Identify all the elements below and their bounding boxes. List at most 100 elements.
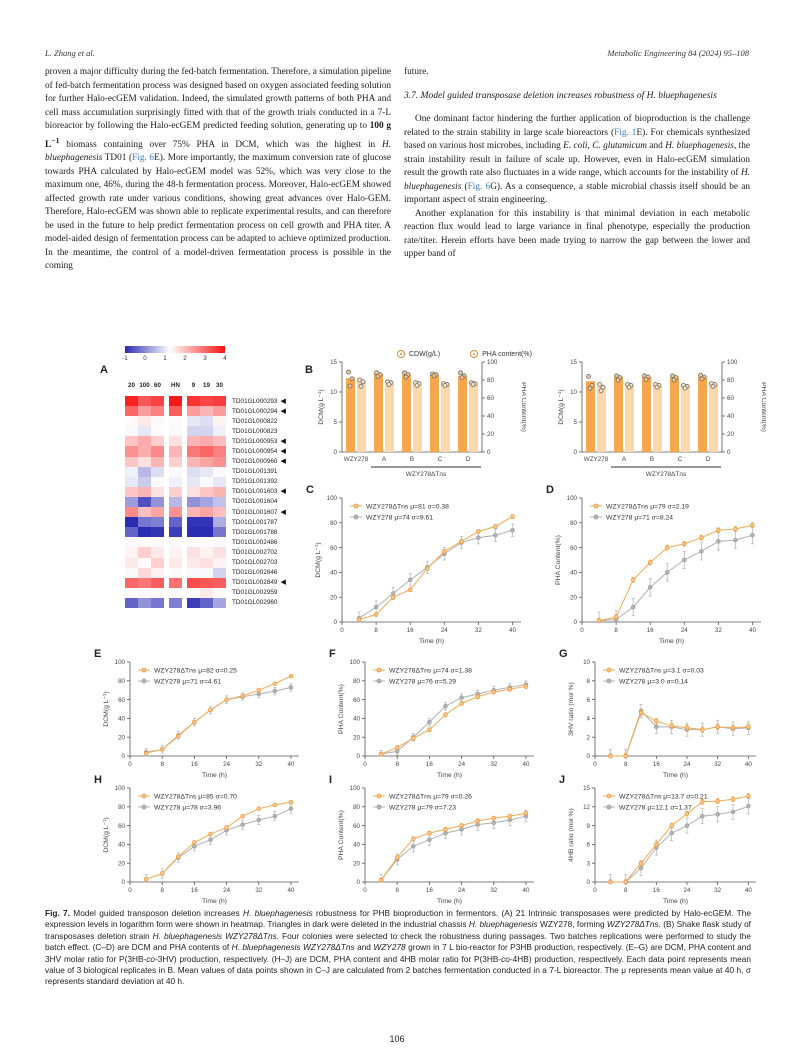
heatmap-cell — [138, 446, 151, 457]
svg-text:8: 8 — [374, 627, 378, 634]
legend-item-cdw: CDW(g/L) — [397, 350, 440, 358]
heatmap-column-header: 9 — [191, 382, 196, 389]
svg-text:20: 20 — [353, 734, 360, 741]
panel-label-d: D — [546, 484, 554, 496]
heatmap-cell — [151, 587, 164, 598]
svg-text:0: 0 — [580, 627, 584, 634]
citation-link[interactable]: Fig. 1 — [614, 127, 637, 138]
gene-label: TD01GL002959 — [232, 589, 278, 597]
svg-text:80: 80 — [353, 678, 360, 685]
heatmap-cell — [200, 597, 213, 608]
svg-text:0: 0 — [357, 753, 361, 760]
citation-link[interactable]: Fig. 6 — [467, 181, 491, 192]
heatmap-cell — [200, 567, 213, 578]
heatmap-row: TD01GL002960 — [125, 597, 286, 608]
text-run: Fig. 7. — [45, 908, 70, 918]
heatmap-row: TD01GL002849 ◀ — [125, 577, 286, 588]
heatmap-cell — [187, 547, 200, 558]
heatmap-cell — [200, 557, 213, 568]
text-run: WZY278 — [373, 942, 406, 953]
svg-text:20: 20 — [487, 431, 494, 438]
svg-text:40: 40 — [749, 627, 756, 634]
svg-text:16: 16 — [426, 761, 433, 768]
colorbar-tick: 3 — [203, 355, 207, 362]
text-run: Another explanation for this instability… — [404, 208, 750, 260]
citation-link[interactable]: Fig. 6 — [132, 153, 155, 164]
gene-label: TD01GL000294 — [232, 407, 278, 415]
heatmap-cell — [213, 587, 226, 598]
svg-text:0: 0 — [587, 879, 591, 886]
svg-text:PHA Content(%): PHA Content(%) — [338, 810, 345, 860]
svg-text:15: 15 — [583, 785, 590, 792]
svg-text:40: 40 — [288, 887, 295, 894]
svg-text:15: 15 — [330, 359, 337, 366]
gene-label: TD01GL001392 — [232, 478, 278, 486]
svg-text:60: 60 — [353, 823, 360, 830]
svg-text:WZY278ΔTns μ=74 σ=1.38: WZY278ΔTns μ=74 σ=1.38 — [389, 667, 472, 674]
text-run: grown in 7 L bio-reactor for P3HB produc… — [45, 942, 752, 964]
heatmap-cell — [187, 466, 200, 477]
deleted-marker-icon: ◀ — [280, 397, 286, 405]
text-run: One dominant factor hindering the furthe… — [404, 114, 750, 138]
heatmap-cell — [151, 456, 164, 467]
text-run: E). More importantly, the maximum conver… — [45, 153, 391, 272]
panel-b-legend: CDW(g/L) PHA content(%) — [397, 350, 532, 358]
svg-text:24: 24 — [223, 761, 230, 768]
text-run: G). As a consequence, a stable microbial… — [404, 181, 750, 206]
svg-text:100: 100 — [350, 785, 361, 792]
heatmap-cell — [138, 527, 151, 538]
text-run: 100 g L — [45, 121, 391, 150]
heatmap-cell — [169, 537, 182, 548]
pha-marker-icon — [470, 350, 479, 358]
panel-label-b: B — [305, 364, 313, 376]
heatmap-cell — [169, 547, 182, 558]
svg-text:WZY278ΔTns: WZY278ΔTns — [646, 471, 687, 478]
heatmap-cell — [138, 476, 151, 487]
svg-text:24: 24 — [223, 887, 230, 894]
text-column-right: future. 3.7. Model guided transposase del… — [404, 66, 750, 262]
heatmap-cell — [169, 597, 182, 608]
svg-text:WZY278ΔTns μ=81 σ=0.38: WZY278ΔTns μ=81 σ=0.38 — [366, 503, 449, 510]
svg-text:24: 24 — [681, 627, 688, 634]
heatmap-cell — [200, 406, 213, 417]
heatmap-column-header: 100 — [139, 382, 150, 389]
colorbar-tick: 0 — [143, 355, 147, 362]
svg-text:24: 24 — [458, 887, 465, 894]
svg-text:20: 20 — [727, 431, 734, 438]
heatmap-cell — [187, 456, 200, 467]
svg-text:PHA Content(%): PHA Content(%) — [760, 382, 766, 432]
panel-label-f: F — [329, 648, 336, 660]
heatmap-row: TD01GL002486 — [125, 537, 286, 548]
heatmap-cell — [200, 426, 213, 437]
svg-text:WZY278ΔTns μ=85 σ=0.70: WZY278ΔTns μ=85 σ=0.70 — [154, 793, 237, 800]
heatmap-cell — [151, 476, 164, 487]
heatmap-cell — [138, 537, 151, 548]
heatmap-cell — [169, 486, 182, 497]
svg-text:60: 60 — [570, 545, 577, 552]
section-heading: 3.7. Model guided transposase deletion i… — [404, 90, 750, 104]
svg-text:80: 80 — [118, 678, 125, 685]
svg-text:DCM(g L⁻¹): DCM(g L⁻¹) — [103, 691, 110, 726]
heatmap-cell — [138, 436, 151, 447]
svg-text:WZY278 μ=74 σ=9.61: WZY278 μ=74 σ=9.61 — [366, 514, 433, 521]
heatmap-cell — [125, 527, 138, 538]
gene-label: TD01GL001604 — [232, 498, 278, 506]
gene-label: TD01GL001788 — [232, 528, 278, 536]
svg-text:WZY278: WZY278 — [344, 456, 369, 463]
line-chart-i: 0 20 40 60 80 100 0 8 16 24 32 40 Time (h) PHA Conten… — [338, 785, 534, 905]
legend-item-pha: PHA content(%) — [470, 350, 532, 358]
heatmap-cell — [151, 517, 164, 528]
svg-text:40: 40 — [288, 761, 295, 768]
svg-text:0: 0 — [128, 761, 132, 768]
heatmap-cell — [187, 527, 200, 538]
svg-text:20: 20 — [330, 594, 337, 601]
heatmap-cell — [169, 496, 182, 508]
svg-text:PHA Content(%): PHA Content(%) — [520, 382, 526, 432]
heatmap-cell — [125, 456, 138, 467]
text-run: , — [587, 141, 593, 151]
text-run: and — [647, 141, 666, 151]
heatmap-cell — [125, 426, 138, 437]
heatmap-cell — [213, 466, 226, 477]
svg-text:40: 40 — [330, 570, 337, 577]
